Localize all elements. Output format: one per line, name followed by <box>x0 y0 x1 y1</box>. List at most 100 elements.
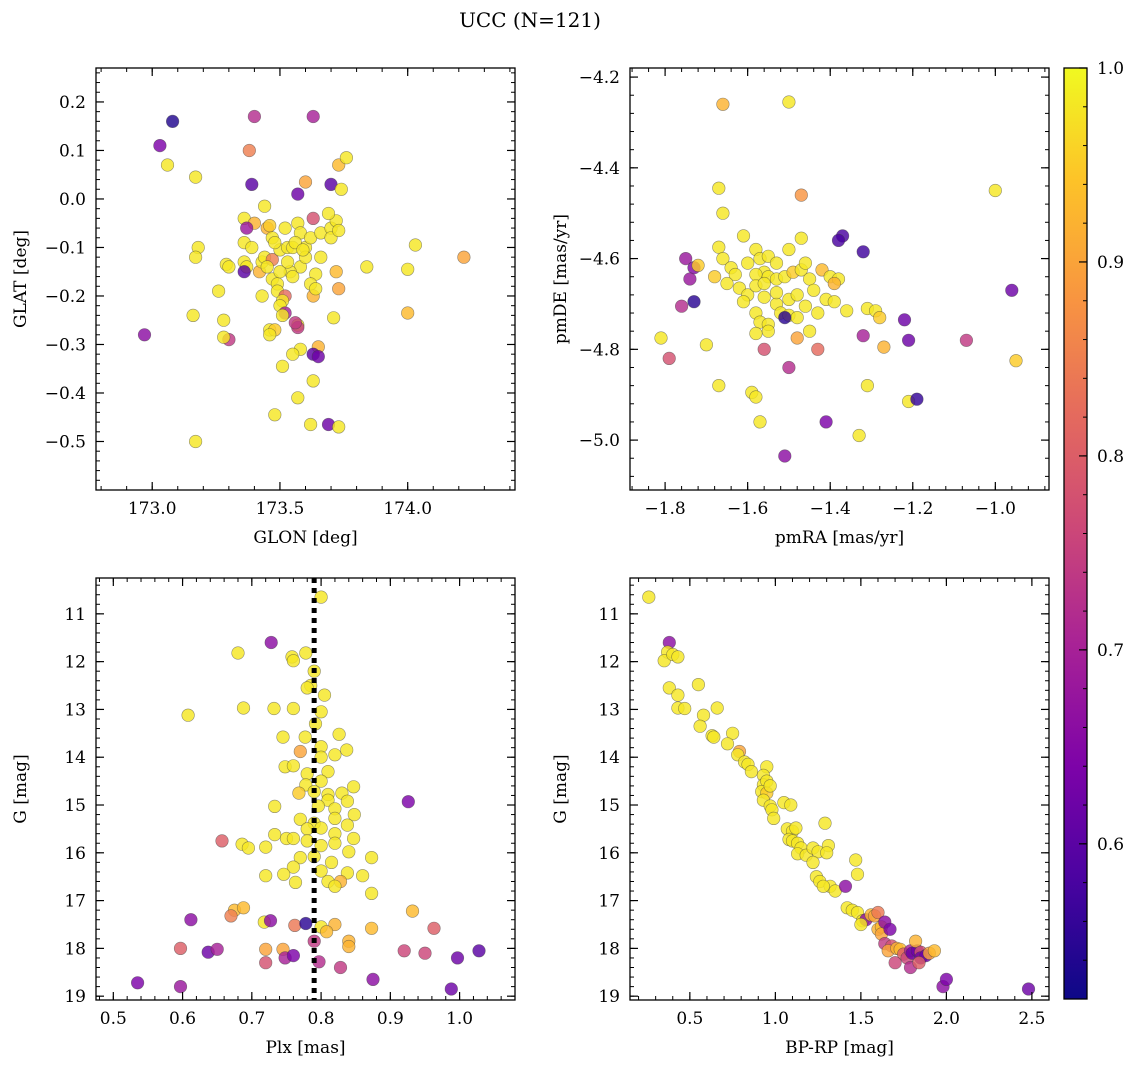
y-tick-label: 19 <box>64 987 86 1007</box>
data-point <box>769 286 784 300</box>
data-point <box>794 188 808 202</box>
data-point <box>883 922 897 936</box>
y-tick-label: 18 <box>598 939 620 959</box>
data-point <box>716 97 730 111</box>
data-point <box>332 223 346 238</box>
data-point <box>153 139 167 153</box>
colorbar-gradient <box>1064 68 1087 999</box>
data-point <box>472 944 486 958</box>
data-point <box>693 719 707 733</box>
data-point <box>856 329 870 343</box>
data-point <box>306 374 320 388</box>
x-tick-label: −1.0 <box>975 499 1016 519</box>
data-point <box>329 265 343 279</box>
data-point <box>286 654 301 668</box>
data-point <box>309 282 323 296</box>
data-point <box>298 175 313 189</box>
data-point <box>679 252 693 266</box>
data-point <box>736 229 751 243</box>
data-point <box>320 925 334 939</box>
data-point <box>778 449 792 463</box>
data-point <box>782 242 796 257</box>
data-point <box>789 821 803 835</box>
data-point <box>255 289 269 303</box>
y-tick-label: −0.1 <box>45 238 86 258</box>
data-point <box>293 744 307 759</box>
x-axis-label: pmRA [mas/yr] <box>775 528 904 548</box>
x-tick-label: 174.0 <box>383 499 432 519</box>
x-tick-label: 0.7 <box>238 1009 265 1029</box>
x-tick-label: −1.6 <box>727 499 768 519</box>
y-tick-label: 13 <box>64 700 86 720</box>
data-point <box>691 677 706 692</box>
data-point <box>332 420 346 434</box>
data-point <box>268 799 282 814</box>
data-point <box>725 726 740 740</box>
y-tick-label: 14 <box>598 748 620 768</box>
data-point <box>245 240 259 255</box>
data-point <box>798 256 813 270</box>
data-point <box>240 221 254 235</box>
data-point <box>268 236 282 250</box>
data-point <box>408 238 423 252</box>
x-tick-label: 0.8 <box>308 1009 335 1029</box>
data-point <box>236 701 251 715</box>
data-point <box>1021 982 1036 996</box>
data-point <box>328 836 342 850</box>
data-point <box>236 901 251 915</box>
data-point <box>849 853 863 867</box>
panel-pm: −1.8 −1.6 −1.4 −1.2 −1.0 −4.2 −4.4 −4.6 −4.8 −5.0… <box>551 67 1050 548</box>
y-axis-label: pmDE [mas/yr] <box>551 214 571 344</box>
data-point <box>802 324 817 338</box>
data-point <box>258 199 272 213</box>
data-point <box>712 379 726 393</box>
data-point <box>298 730 312 744</box>
data-point <box>856 245 870 259</box>
y-tick-label: 0.0 <box>59 190 86 210</box>
data-point <box>699 338 714 352</box>
plx-axes-frame <box>95 577 516 1001</box>
y-axis-label: G [mag] <box>11 754 31 823</box>
data-point <box>281 255 295 269</box>
data-point <box>873 311 887 325</box>
data-point <box>360 260 374 274</box>
data-point <box>662 681 676 695</box>
data-point <box>674 299 689 313</box>
data-point <box>189 170 203 184</box>
data-point <box>757 342 771 356</box>
data-point <box>741 256 755 270</box>
data-point <box>671 688 685 702</box>
data-point <box>334 182 348 196</box>
data-point <box>716 252 730 266</box>
data-point <box>901 333 916 347</box>
data-point <box>852 428 866 443</box>
data-point <box>332 727 346 741</box>
data-point <box>1005 283 1019 297</box>
data-point <box>340 866 355 880</box>
y-tick-label: 11 <box>64 605 86 625</box>
data-point <box>332 282 346 296</box>
data-point <box>231 646 245 660</box>
data-point <box>276 730 290 744</box>
data-point <box>288 316 302 330</box>
panel-sky: 173.0 173.5 174.0 0.2 0.1 0.0 −0.1 −0.2 −0.3 −0.4… <box>11 67 516 548</box>
data-point <box>827 276 841 291</box>
colorbar: 0.6 0.7 0.8 0.9 1.0 <box>1063 59 1124 1000</box>
data-point <box>314 590 328 604</box>
pm-axes-frame <box>629 67 1050 491</box>
data-point <box>888 956 902 970</box>
data-point <box>778 311 792 325</box>
data-point <box>790 331 804 345</box>
data-point <box>296 243 310 257</box>
data-point <box>217 330 231 344</box>
data-point <box>160 158 175 172</box>
data-point <box>137 328 152 342</box>
data-point <box>763 779 777 793</box>
data-point <box>324 855 339 870</box>
y-tick-label: 17 <box>598 892 620 912</box>
data-point <box>268 827 282 842</box>
data-point <box>347 780 361 794</box>
data-point <box>744 764 759 779</box>
data-point <box>939 972 954 987</box>
data-point <box>908 934 923 948</box>
